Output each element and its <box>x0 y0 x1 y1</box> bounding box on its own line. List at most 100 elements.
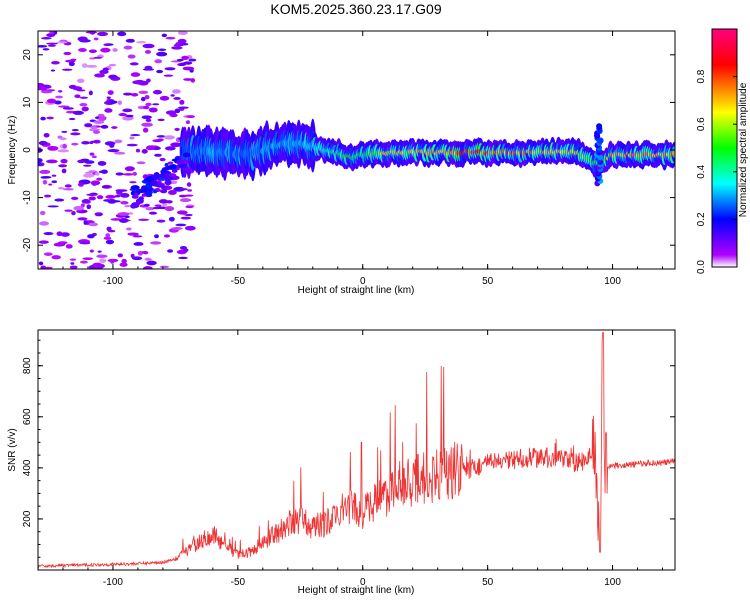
spectrogram-noise-blob <box>102 185 110 189</box>
spectrogram-noise-blob <box>58 164 68 168</box>
snr-y-tick-label: 600 <box>22 408 33 425</box>
snr-x-tick-label: -100 <box>103 577 123 588</box>
spectrogram-noise-blob <box>163 135 175 140</box>
spectrogram-tail-blob <box>171 169 178 173</box>
spectrogram-noise-blob <box>144 95 150 100</box>
spectrogram-noise-blob <box>60 158 68 164</box>
spectrogram-noise-blob <box>97 161 107 166</box>
spectrogram-tail-blob <box>152 189 158 194</box>
spectrogram-noise-blob <box>159 157 166 162</box>
spectrogram-noise-blob <box>127 232 139 236</box>
spectrogram-noise-blob <box>105 194 116 199</box>
spectrogram-noise-blob <box>96 254 108 259</box>
colorbar-tick-label: 0.8 <box>696 69 707 83</box>
spectrogram-noise-blob <box>97 250 102 253</box>
spectrogram-noise-blob <box>116 189 128 192</box>
spectrogram-noise-blob <box>152 103 160 106</box>
spectrogram-noise-blob <box>64 209 73 212</box>
spectrogram-noise-blob <box>172 89 181 94</box>
spectrogram-tail-blob <box>159 172 170 179</box>
spectrogram-noise-blob <box>138 218 150 221</box>
snr-panel: -100 -50 0 50 100 200 400 600 800 Height of str… <box>7 329 676 596</box>
spectrogram-noise-blob <box>184 194 194 197</box>
spectrogram-noise-blob <box>124 215 130 219</box>
spectrogram-noise-blob <box>56 41 68 44</box>
colorbar-ticks: 0.0 0.2 0.4 0.6 0.8 <box>696 69 737 274</box>
spectrogram-noise-blob <box>42 179 48 185</box>
spectrogram-noise-blob <box>85 31 98 34</box>
spectrogram-noise-blob <box>94 73 105 78</box>
snr-x-tick-label: 0 <box>360 577 366 588</box>
spectrogram-noise-blob <box>154 234 159 239</box>
spectrogram-noise-blob <box>42 48 50 51</box>
spectrogram-noise-blob <box>51 174 57 177</box>
spectrogram-noise-blob <box>181 55 189 60</box>
spectrogram-noise-blob <box>103 236 112 240</box>
spectrogram-noise-blob <box>65 244 73 249</box>
spectrogram-noise-blob <box>141 251 147 254</box>
spectrogram-noise-blob <box>59 137 67 141</box>
spectrogram-noise-blob <box>142 43 155 49</box>
spectrogram-noise-blob <box>88 90 93 96</box>
spectrogram-noise-blob <box>51 180 58 184</box>
spectrogram-noise-blob <box>40 116 46 121</box>
spectrogram-noise-blob <box>47 145 59 151</box>
colorbar: 0.0 0.2 0.4 0.6 0.8 Normalized spectral ampl… <box>696 28 749 274</box>
spectrogram-noise-blob <box>86 193 98 196</box>
snr-x-axis-label: Height of straight line (km) <box>298 585 415 596</box>
spectrogram-tail-blob <box>145 176 155 182</box>
spectrogram-noise-blob <box>144 65 153 71</box>
spectrogram-noise-blob <box>96 177 103 181</box>
spectrogram-noise-blob <box>155 206 168 210</box>
spectrogram-noise-blob <box>114 194 121 198</box>
spectrogram-noise-blob <box>117 253 123 258</box>
spectrogram-noise-blob <box>183 78 193 81</box>
spectrogram-noise-blob <box>93 120 105 124</box>
spectrogram-noise-blob <box>144 49 152 54</box>
spectrogram-noise-blob <box>112 48 118 52</box>
spectrogram-noise-blob <box>141 122 154 127</box>
spectrogram-noise-blob <box>92 262 103 268</box>
spectrogram-noise-blob <box>81 199 91 204</box>
spectrogram-noise-blob <box>97 31 108 37</box>
spectrogram-y-axis-label: Frequency (Hz) <box>7 116 18 185</box>
spectrogram-noise-blob <box>83 173 95 178</box>
spectrogram-noise-blob <box>48 183 53 186</box>
spectrogram-noise-blob <box>185 213 193 217</box>
spectrogram-noise-blob <box>157 118 165 122</box>
spectrogram-noise-blob <box>114 139 123 144</box>
spectrogram-noise-blob <box>40 265 47 269</box>
snr-y-tick-label: 200 <box>22 510 33 527</box>
spectrogram-x-ticks: -100 -50 0 50 100 <box>37 31 664 287</box>
spectrogram-noise-blob <box>85 65 98 68</box>
spectrogram-noise-blob <box>163 74 174 77</box>
spectrogram-noise-blob <box>168 189 177 195</box>
spectrogram-noise-blob <box>145 258 152 261</box>
spectrogram-noise-blob <box>148 211 158 215</box>
spectrogram-noise-blob <box>79 241 91 245</box>
spectrogram-noise-blob <box>81 63 88 68</box>
spectrogram-noise-blob <box>104 141 116 146</box>
spectrogram-tail-blob <box>164 162 169 168</box>
spectrogram-noise-blob <box>61 130 68 133</box>
spectrogram-noise-blob <box>94 172 100 176</box>
spectrogram-noise-blob <box>108 74 118 79</box>
spectrogram-noise-blob <box>72 110 84 115</box>
spectrogram-noise-blob <box>90 140 97 143</box>
spectrogram-noise-blob <box>125 114 134 118</box>
snr-y-tick-label: 400 <box>22 459 33 476</box>
spectrogram-noise-blob <box>74 94 81 99</box>
spectrogram-x-tick-label: -100 <box>103 276 123 287</box>
spectrogram-noise-blob <box>46 98 57 104</box>
snr-y-tick-label: 800 <box>22 357 33 374</box>
spectrogram-noise-blob <box>77 217 88 221</box>
spectrogram-noise-blob <box>58 105 70 108</box>
spectrogram-noise-blob <box>38 140 48 146</box>
spectrogram-noise-blob <box>99 258 107 264</box>
spectrogram-x-tick-label: 0 <box>360 276 366 287</box>
spectrogram-noise-blob <box>162 202 168 207</box>
spectrogram-noise-blob <box>145 102 152 107</box>
spectrogram-noise-blob <box>100 47 111 53</box>
spectrogram-noise-blob <box>81 140 91 145</box>
spectrogram-noise-blob <box>88 222 99 227</box>
